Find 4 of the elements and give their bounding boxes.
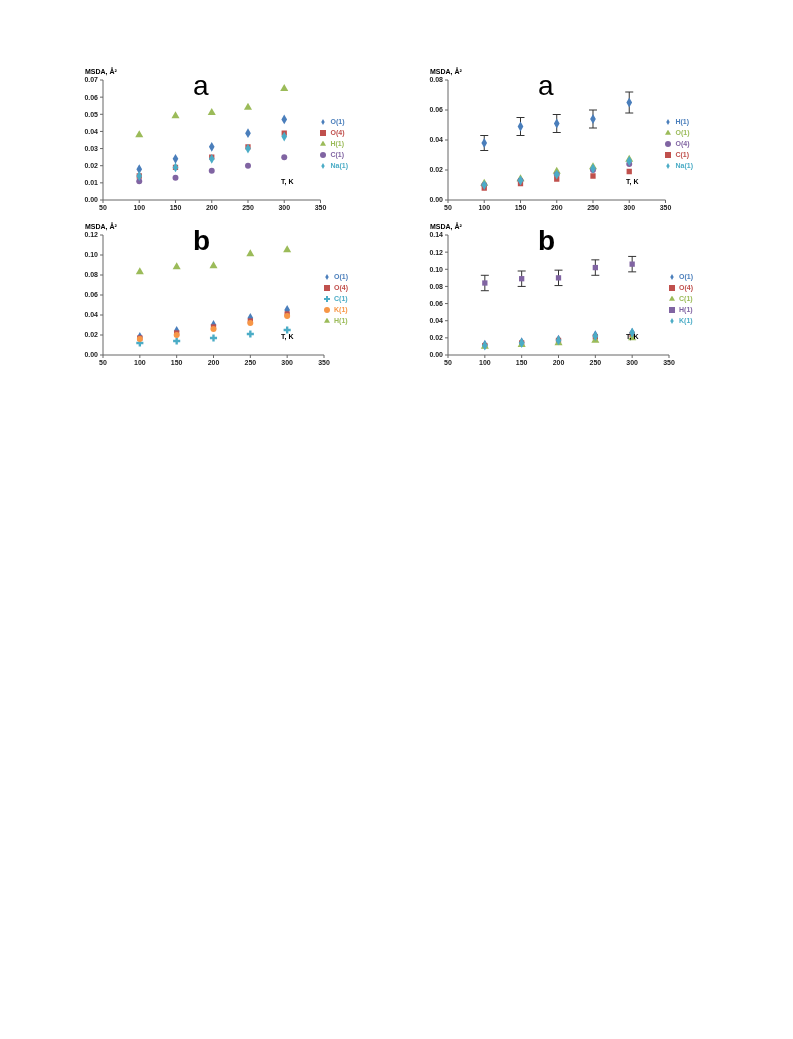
chart-title: a [538,70,554,101]
chart-title: b [538,225,556,256]
chart-title: a [193,70,209,101]
chart-title: b [193,225,211,256]
